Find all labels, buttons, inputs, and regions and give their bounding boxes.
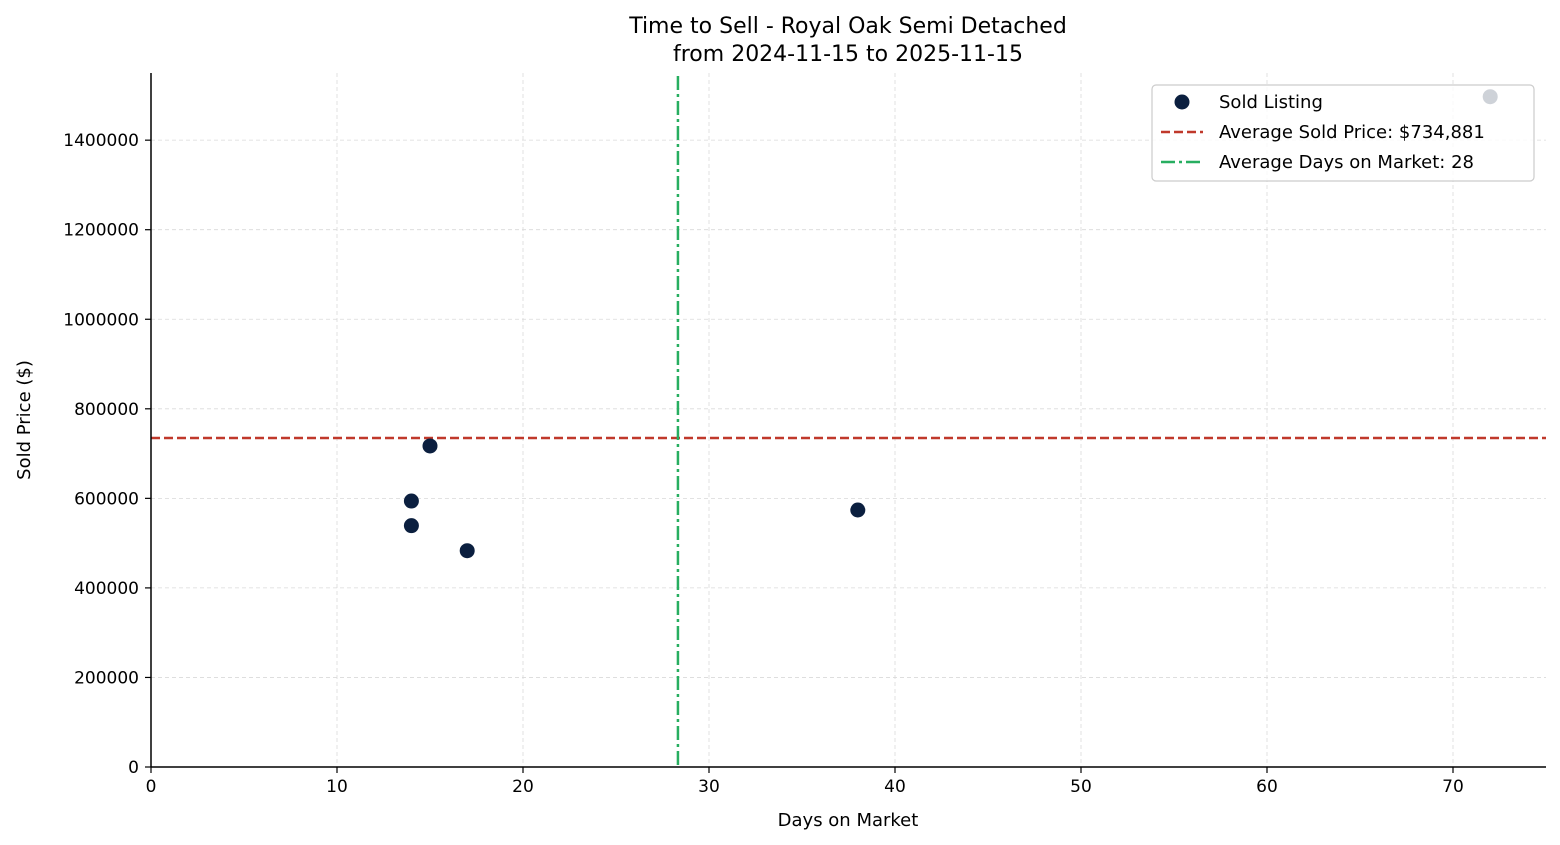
y-tick-label: 600000: [74, 489, 139, 509]
x-tick-label: 10: [326, 777, 348, 797]
y-tick-label: 200000: [74, 668, 139, 688]
legend-label: Average Days on Market: 28: [1219, 152, 1474, 173]
x-tick-label: 40: [884, 777, 906, 797]
x-tick-label: 20: [512, 777, 534, 797]
x-axis-label: Days on Market: [778, 810, 919, 831]
data-point: [459, 543, 475, 559]
legend: Sold Listing Average Sold Price: $734,881…: [1151, 84, 1535, 182]
y-axis-label: Sold Price ($): [14, 360, 35, 480]
x-tick-label: 0: [146, 777, 157, 797]
data-point: [850, 502, 866, 518]
x-tick-label: 60: [1256, 777, 1278, 797]
y-tick-label: 400000: [74, 579, 139, 599]
data-point: [403, 518, 419, 534]
legend-box: [1151, 84, 1535, 182]
chart-subtitle: from 2024-11-15 to 2025-11-15: [673, 42, 1023, 67]
axes: 0 10 20 30 40 50 60 70 0 200000 400000 600000 800000…: [63, 73, 1546, 797]
reference-lines: [151, 76, 1546, 767]
y-tick-label: 0: [128, 758, 139, 778]
chart-title: Time to Sell - Royal Oak Semi Detached: [628, 14, 1067, 39]
data-point: [422, 438, 438, 454]
data-point: [403, 493, 419, 509]
y-tick-label: 1000000: [63, 310, 139, 330]
x-tick-label: 70: [1442, 777, 1464, 797]
legend-label: Sold Listing: [1219, 92, 1323, 113]
x-tick-label: 30: [698, 777, 720, 797]
y-tick-label: 1200000: [63, 221, 139, 241]
y-tick-label: 800000: [74, 400, 139, 420]
x-tick-label: 50: [1070, 777, 1092, 797]
legend-label: Average Sold Price: $734,881: [1219, 122, 1485, 143]
y-tick-label: 1400000: [63, 131, 139, 151]
legend-marker-sold: [1174, 94, 1190, 110]
